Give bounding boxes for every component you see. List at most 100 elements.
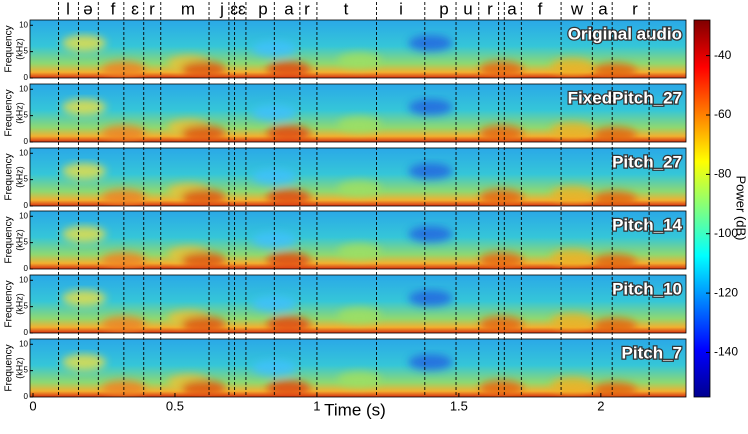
phoneme-label: p: [439, 0, 448, 18]
texture-blob: [479, 380, 524, 397]
y-axis-label: Frequency: [4, 89, 15, 136]
panel-label: Original audio: [568, 24, 682, 43]
texture-blob: [593, 127, 638, 142]
texture-blob: [62, 163, 107, 180]
y-tick-label: 0: [24, 328, 29, 337]
texture-blob: [266, 316, 311, 333]
y-tick-label: 5: [24, 366, 29, 375]
colorbar: [693, 19, 711, 398]
panel: 0 5 10 Frequency (kHz) Original audio: [4, 19, 687, 82]
texture-blob: [593, 254, 638, 269]
texture-blob: [479, 125, 524, 142]
phoneme-label: a: [284, 0, 294, 18]
texture-blob: [266, 189, 311, 206]
y-tick-label: 10: [19, 211, 28, 220]
phoneme-label: a: [598, 0, 608, 18]
phoneme-label: f: [538, 0, 543, 18]
texture-blob: [550, 122, 595, 139]
x-tick-label: 1: [313, 398, 320, 413]
texture-blob: [266, 380, 311, 397]
y-tick-label: 0: [24, 392, 29, 401]
texture-blob: [479, 252, 524, 269]
y-axis-label: (kHz): [14, 38, 24, 60]
y-axis-label: (kHz): [14, 102, 24, 124]
phoneme-label: w: [570, 0, 584, 18]
phoneme-label: r: [487, 0, 493, 18]
y-tick-label: 5: [24, 47, 29, 56]
panel: 0 5 10 Frequency (kHz) Pitch_7: [4, 338, 687, 401]
y-tick-label: 5: [24, 175, 29, 184]
y-tick-label: 10: [19, 20, 28, 29]
texture-blob: [550, 249, 595, 266]
colorbar-tick-label: -100: [714, 226, 738, 240]
y-tick-label: 10: [19, 339, 28, 348]
x-tick-label: 0: [29, 398, 36, 413]
y-tick-label: 0: [24, 137, 29, 146]
texture-blob: [593, 191, 638, 206]
texture-blob: [62, 290, 107, 307]
texture-blob: [337, 371, 382, 388]
texture-blob: [408, 354, 453, 371]
y-axis-label: Frequency: [4, 344, 15, 391]
phoneme-label: t: [344, 0, 349, 18]
panel: 0 5 10 Frequency (kHz) Pitch_27: [4, 147, 687, 210]
panel-label: FixedPitch_27: [568, 88, 682, 107]
x-tick-label: 1.5: [450, 398, 468, 413]
y-axis-label: (kHz): [14, 357, 24, 379]
phoneme-label: u: [463, 0, 472, 18]
texture-blob: [181, 380, 226, 397]
axes-frame: [29, 83, 687, 143]
colorbar-label: Power (dB): [734, 175, 748, 240]
texture-blob: [337, 52, 382, 69]
phoneme-label: a: [507, 0, 517, 18]
texture: [62, 163, 638, 206]
y-tick-label: 5: [24, 111, 29, 120]
texture-blob: [62, 99, 107, 116]
colorbar-tick-label: -80: [714, 167, 732, 181]
texture-blob: [181, 316, 226, 333]
y-axis-label: (kHz): [14, 293, 24, 315]
texture-blob: [593, 382, 638, 397]
texture-blob: [62, 354, 107, 371]
phoneme-label: r: [632, 0, 638, 18]
texture-blob: [101, 252, 146, 269]
phoneme-label: i: [399, 0, 403, 18]
y-tick-label: 10: [19, 275, 28, 284]
texture-blob: [550, 58, 595, 75]
y-axis-label: Frequency: [4, 153, 15, 200]
colorbar-tick-label: -120: [714, 285, 738, 299]
texture-blob: [62, 226, 107, 243]
phoneme-label: p: [258, 0, 267, 18]
y-axis-label: (kHz): [14, 166, 24, 188]
phoneme-label: r: [149, 0, 155, 18]
phoneme-label: f: [111, 0, 116, 18]
texture-blob: [337, 180, 382, 197]
phoneme-label: ɛɛ: [230, 0, 246, 18]
texture-blob: [337, 116, 382, 133]
texture-blob: [266, 61, 311, 78]
x-tick-label: 0.5: [166, 398, 184, 413]
texture: [62, 354, 638, 397]
colorbar-tick-label: -40: [714, 48, 732, 62]
y-tick-label: 10: [19, 84, 28, 93]
texture-blob: [337, 307, 382, 324]
y-axis-label: Frequency: [4, 280, 15, 327]
panel: 0 5 10 Frequency (kHz) FixedPitch_27: [4, 83, 687, 146]
texture-blob: [181, 189, 226, 206]
texture-blob: [479, 61, 524, 78]
y-tick-label: 0: [24, 264, 29, 273]
texture-blob: [266, 125, 311, 142]
y-tick-label: 0: [24, 73, 29, 82]
texture-blob: [479, 189, 524, 206]
panel: 0 5 10 Frequency (kHz) Pitch_10: [4, 274, 687, 337]
texture-blob: [550, 313, 595, 330]
panel-label: Pitch_7: [622, 343, 682, 362]
texture-blob: [593, 318, 638, 333]
texture-blob: [408, 163, 453, 180]
texture-blob: [266, 252, 311, 269]
texture-blob: [593, 63, 638, 78]
colorbar-tick-label: -60: [714, 107, 732, 121]
phoneme-label: l: [66, 0, 70, 18]
texture-blob: [181, 125, 226, 142]
y-tick-label: 5: [24, 238, 29, 247]
